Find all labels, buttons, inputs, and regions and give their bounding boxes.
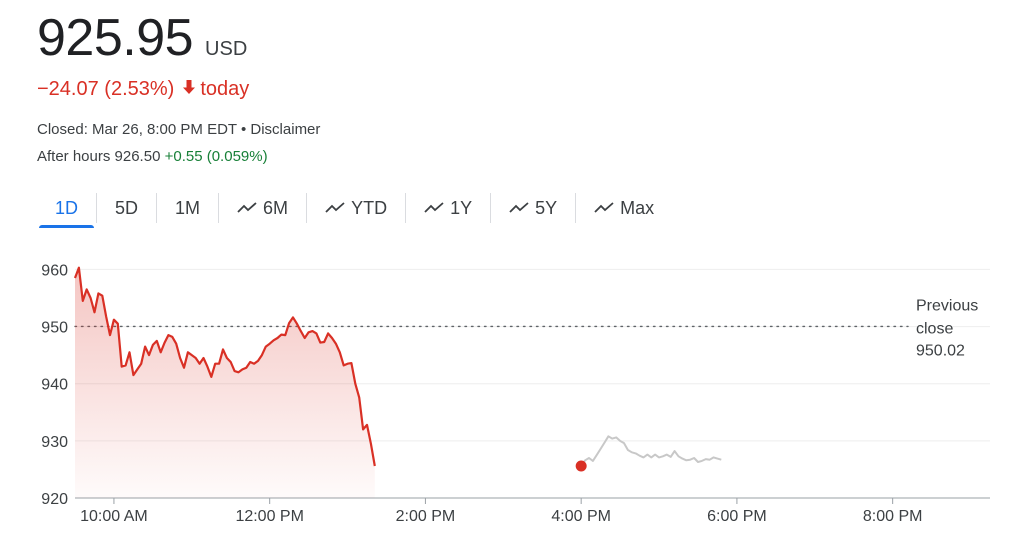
trend-line-icon	[325, 202, 345, 213]
after-hours-change: +0.55 (0.059%)	[164, 148, 268, 165]
change-suffix: today	[200, 78, 250, 100]
y-tick-label: 950	[41, 320, 68, 337]
trend-line-icon	[424, 202, 444, 213]
previous-close-label: 950.02	[916, 342, 965, 359]
regular-session-area	[75, 267, 375, 498]
tab-label: 1M	[175, 198, 201, 218]
tab-6m[interactable]: 6M	[219, 188, 306, 228]
x-tick-label: 12:00 PM	[235, 508, 303, 525]
trend-line-icon	[237, 202, 257, 213]
y-tick-label: 940	[41, 377, 68, 394]
tab-ytd[interactable]: YTD	[307, 188, 405, 228]
y-tick-label: 920	[41, 491, 68, 508]
tab-1m[interactable]: 1M	[157, 188, 218, 228]
tab-max[interactable]: Max	[576, 188, 672, 228]
tab-label: YTD	[351, 198, 388, 218]
daily-change: −24.07 (2.53%) today	[37, 78, 249, 101]
after-hours-info: After hours 926.50 +0.55 (0.059%)	[37, 148, 268, 165]
x-tick-label: 4:00 PM	[551, 508, 611, 525]
current-price: 925.95	[37, 9, 194, 67]
after-hours-label: After hours 926.50	[37, 148, 161, 165]
price-header: 925.95 USD	[37, 8, 247, 68]
x-tick-label: 8:00 PM	[863, 508, 923, 525]
tab-separator	[96, 193, 98, 223]
tab-separator	[156, 193, 158, 223]
price-chart[interactable]: 960 950 940 930 920 10:00 AM 12:00 PM 2:00 PM 4:…	[0, 240, 1023, 554]
trend-line-icon	[594, 202, 614, 213]
tab-1d[interactable]: 1D	[37, 188, 96, 228]
tab-5d[interactable]: 5D	[97, 188, 156, 228]
tab-separator	[575, 193, 577, 223]
tab-5y[interactable]: 5Y	[491, 188, 575, 228]
regular-session-line	[73, 266, 376, 467]
tab-label: Max	[620, 198, 655, 218]
close-marker	[575, 460, 587, 472]
range-tabs: 1D 5D 1M 6M YTD 1Y 5Y Max	[37, 188, 672, 228]
tab-label: 5D	[115, 198, 139, 218]
tab-label: 1D	[55, 198, 79, 218]
tab-separator	[490, 193, 492, 223]
tab-label: 1Y	[450, 198, 473, 218]
x-tick-label: 10:00 AM	[80, 508, 148, 525]
change-value: −24.07 (2.53%)	[37, 78, 175, 100]
previous-close-label: Previous	[916, 297, 978, 314]
y-tick-label: 960	[41, 262, 68, 279]
tab-separator	[218, 193, 220, 223]
x-tick-label: 2:00 PM	[396, 508, 456, 525]
trend-line-icon	[509, 202, 529, 213]
x-tick-label: 6:00 PM	[707, 508, 767, 525]
y-tick-label: 930	[41, 434, 68, 451]
after-hours-line	[580, 435, 722, 467]
tab-label: 6M	[263, 198, 289, 218]
tab-separator	[306, 193, 308, 223]
tab-1y[interactable]: 1Y	[406, 188, 490, 228]
previous-close-label: close	[916, 320, 953, 337]
tab-separator	[405, 193, 407, 223]
tab-label: 5Y	[535, 198, 558, 218]
currency-label: USD	[205, 38, 248, 60]
closed-status: Closed: Mar 26, 8:00 PM EDT • Disclaimer	[37, 121, 321, 138]
arrow-down-icon	[182, 79, 196, 100]
